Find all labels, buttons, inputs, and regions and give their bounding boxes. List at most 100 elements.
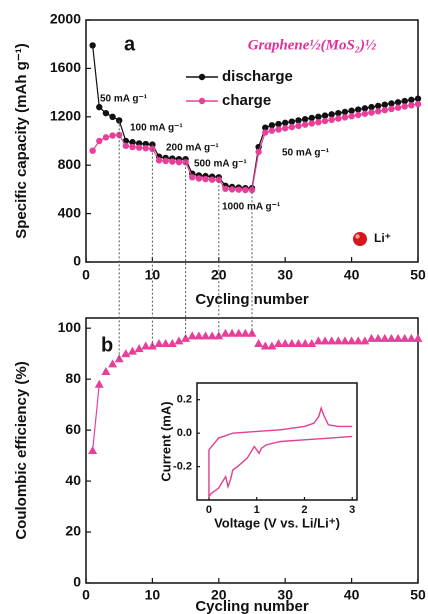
- data-point: [288, 118, 296, 125]
- data-point: [341, 114, 349, 121]
- data-point: [368, 109, 375, 116]
- y-axis-label: Current (mA): [158, 401, 173, 481]
- data-point: [394, 104, 402, 111]
- li-ball-shine: [355, 234, 360, 239]
- data-point: [220, 328, 230, 337]
- data-point: [374, 102, 382, 110]
- data-point: [121, 349, 131, 358]
- data-point: [381, 101, 388, 108]
- data-point: [361, 110, 369, 117]
- data-point: [102, 109, 110, 117]
- plot-frame: [196, 382, 358, 501]
- y-tick-label: 1200: [50, 108, 81, 124]
- y-tick-label: 100: [58, 319, 82, 335]
- y-tick-label: 800: [58, 156, 82, 172]
- li-ball: [353, 232, 367, 246]
- data-point: [202, 175, 209, 183]
- data-point: [348, 112, 355, 120]
- data-point: [333, 336, 343, 345]
- data-point: [122, 142, 130, 150]
- data-point: [268, 127, 276, 134]
- data-point: [393, 333, 403, 342]
- data-point: [295, 117, 302, 124]
- x-tick-label: 0: [82, 267, 90, 283]
- data-point: [154, 338, 164, 347]
- data-point: [327, 336, 337, 345]
- data-point: [386, 333, 396, 342]
- data-point: [187, 331, 197, 340]
- data-point: [155, 157, 163, 164]
- data-point: [167, 338, 177, 347]
- x-tick-label: 1: [254, 504, 260, 516]
- x-tick-label: 30: [277, 267, 293, 283]
- data-point: [267, 341, 277, 350]
- y-tick-label: 20: [65, 523, 81, 539]
- data-point: [394, 99, 402, 106]
- data-point: [129, 143, 136, 151]
- x-tick-label: 20: [211, 587, 227, 603]
- data-point: [182, 158, 189, 166]
- data-point: [262, 124, 269, 131]
- y-tick-label: 0: [73, 253, 81, 269]
- data-point: [194, 331, 204, 340]
- data-point: [347, 336, 357, 345]
- y-tick-label: 0.2: [177, 394, 192, 406]
- x-tick-label: 40: [344, 267, 360, 283]
- data-point: [288, 123, 296, 131]
- data-point: [274, 338, 284, 347]
- data-point: [89, 147, 96, 154]
- data-point: [414, 95, 422, 102]
- data-point: [401, 103, 408, 110]
- data-point: [189, 174, 196, 181]
- y-tick-label: 400: [58, 204, 82, 220]
- data-point: [162, 157, 169, 165]
- y-tick-label: 0.0: [177, 427, 192, 439]
- data-point: [380, 333, 390, 342]
- data-point: [129, 139, 136, 146]
- data-point: [96, 137, 103, 145]
- legend-label: discharge: [222, 68, 293, 85]
- x-tick-label: 2: [301, 504, 307, 516]
- y-tick-label: 1600: [50, 59, 81, 75]
- x-axis-label: Cycling number: [195, 598, 309, 614]
- data-point: [400, 333, 410, 342]
- x-tick-label: 3: [349, 504, 355, 516]
- data-point: [242, 186, 249, 194]
- data-point: [88, 446, 98, 454]
- data-point: [282, 119, 289, 127]
- data-point: [355, 106, 362, 113]
- data-point: [373, 333, 383, 342]
- data-point: [181, 333, 191, 342]
- data-point: [401, 97, 408, 105]
- data-point: [408, 96, 415, 104]
- data-point: [353, 336, 363, 345]
- x-tick-label: 40: [344, 587, 360, 603]
- data-point: [169, 158, 176, 165]
- data-point: [355, 111, 362, 119]
- data-point: [328, 111, 335, 118]
- data-point: [102, 134, 110, 141]
- y-tick-label: 80: [65, 370, 81, 386]
- data-point: [308, 114, 315, 122]
- data-point: [321, 112, 329, 119]
- data-point: [127, 346, 137, 355]
- data-point: [260, 341, 270, 350]
- x-tick-label: 30: [277, 587, 293, 603]
- data-point: [175, 158, 183, 166]
- data-point: [275, 120, 282, 128]
- data-point: [360, 336, 370, 345]
- data-point: [293, 338, 303, 347]
- data-point: [227, 328, 237, 337]
- data-point: [96, 103, 103, 111]
- data-point: [228, 186, 236, 193]
- y-tick-label: 40: [65, 472, 81, 488]
- data-point: [313, 336, 323, 345]
- data-point: [367, 333, 377, 342]
- data-point: [142, 145, 149, 152]
- data-point: [287, 338, 297, 347]
- data-point: [282, 125, 289, 132]
- series-line: [92, 45, 419, 189]
- data-point: [348, 107, 355, 114]
- data-point: [308, 120, 315, 127]
- data-point: [94, 379, 104, 388]
